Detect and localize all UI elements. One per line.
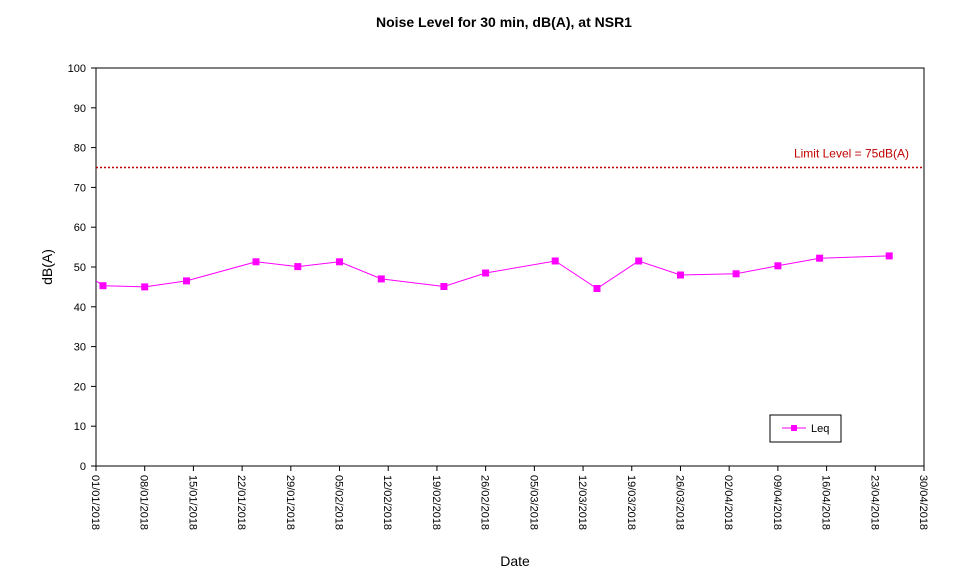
x-tick-label: 01/01/2018 xyxy=(89,475,101,530)
x-tick-label: 23/04/2018 xyxy=(868,475,880,530)
y-axis-title: dB(A) xyxy=(39,249,55,285)
x-tick-label: 02/04/2018 xyxy=(722,475,734,530)
data-point xyxy=(635,257,643,265)
y-tick-label: 70 xyxy=(74,182,86,194)
x-tick-label: 22/01/2018 xyxy=(235,475,247,530)
y-axis: 0 10 20 30 40 50 60 70 80 90 100 xyxy=(68,63,96,473)
data-point xyxy=(593,285,601,292)
y-tick-label: 90 xyxy=(74,103,86,115)
data-point xyxy=(732,270,740,278)
y-tick-label: 40 xyxy=(74,302,86,314)
y-tick-label: 20 xyxy=(74,381,86,393)
x-tick-label: 26/02/2018 xyxy=(479,475,491,530)
x-tick-label: 15/01/2018 xyxy=(186,475,198,530)
y-tick-label: 100 xyxy=(68,63,86,75)
x-tick-label: 29/01/2018 xyxy=(284,475,296,530)
data-point xyxy=(885,252,893,260)
data-point xyxy=(482,269,490,277)
x-tick-label: 05/03/2018 xyxy=(527,475,539,530)
legend: Leq xyxy=(769,414,842,443)
x-tick-label: 05/02/2018 xyxy=(333,475,345,530)
data-point xyxy=(774,262,782,270)
x-tick-label: 09/04/2018 xyxy=(771,475,783,530)
y-tick-label: 60 xyxy=(74,222,86,234)
x-tick-label: 30/04/2018 xyxy=(917,475,929,530)
x-tick-label: 26/03/2018 xyxy=(673,475,685,530)
data-point xyxy=(183,277,190,285)
chart-title: Noise Level for 30 min, dB(A), at NSR1 xyxy=(376,14,632,30)
data-point xyxy=(377,275,385,283)
x-tick-label: 16/04/2018 xyxy=(820,475,832,530)
data-point xyxy=(336,258,343,266)
data-point xyxy=(440,283,448,290)
legend-label: Leq xyxy=(811,423,829,435)
series-leq xyxy=(95,252,893,292)
y-tick-label: 50 xyxy=(74,262,86,274)
x-tick-label: 19/03/2018 xyxy=(625,475,637,530)
plot-area xyxy=(95,67,925,467)
y-tick-label: 30 xyxy=(74,342,86,354)
data-point xyxy=(252,258,260,266)
data-point xyxy=(294,263,302,271)
data-point xyxy=(677,271,684,279)
x-tick-label: 19/02/2018 xyxy=(430,475,442,530)
limit-level: Limit Level = 75dB(A) xyxy=(96,147,924,169)
y-tick-label: 0 xyxy=(80,461,86,473)
data-point xyxy=(551,257,559,265)
x-tick-label: 12/03/2018 xyxy=(576,475,588,530)
y-tick-label: 10 xyxy=(74,421,86,433)
legend-marker xyxy=(791,425,797,431)
y-tick-label: 80 xyxy=(74,143,86,155)
x-tick-label: 12/02/2018 xyxy=(381,475,393,530)
data-point xyxy=(99,282,107,290)
series-line xyxy=(95,255,890,290)
data-point xyxy=(816,254,824,262)
x-axis-title: Date xyxy=(500,553,530,569)
data-point xyxy=(141,283,149,291)
x-axis: 01/01/2018 08/01/2018 15/01/2018 22/01/2018… xyxy=(89,466,929,530)
x-tick-label: 08/01/2018 xyxy=(138,475,150,530)
limit-label: Limit Level = 75dB(A) xyxy=(794,147,909,161)
